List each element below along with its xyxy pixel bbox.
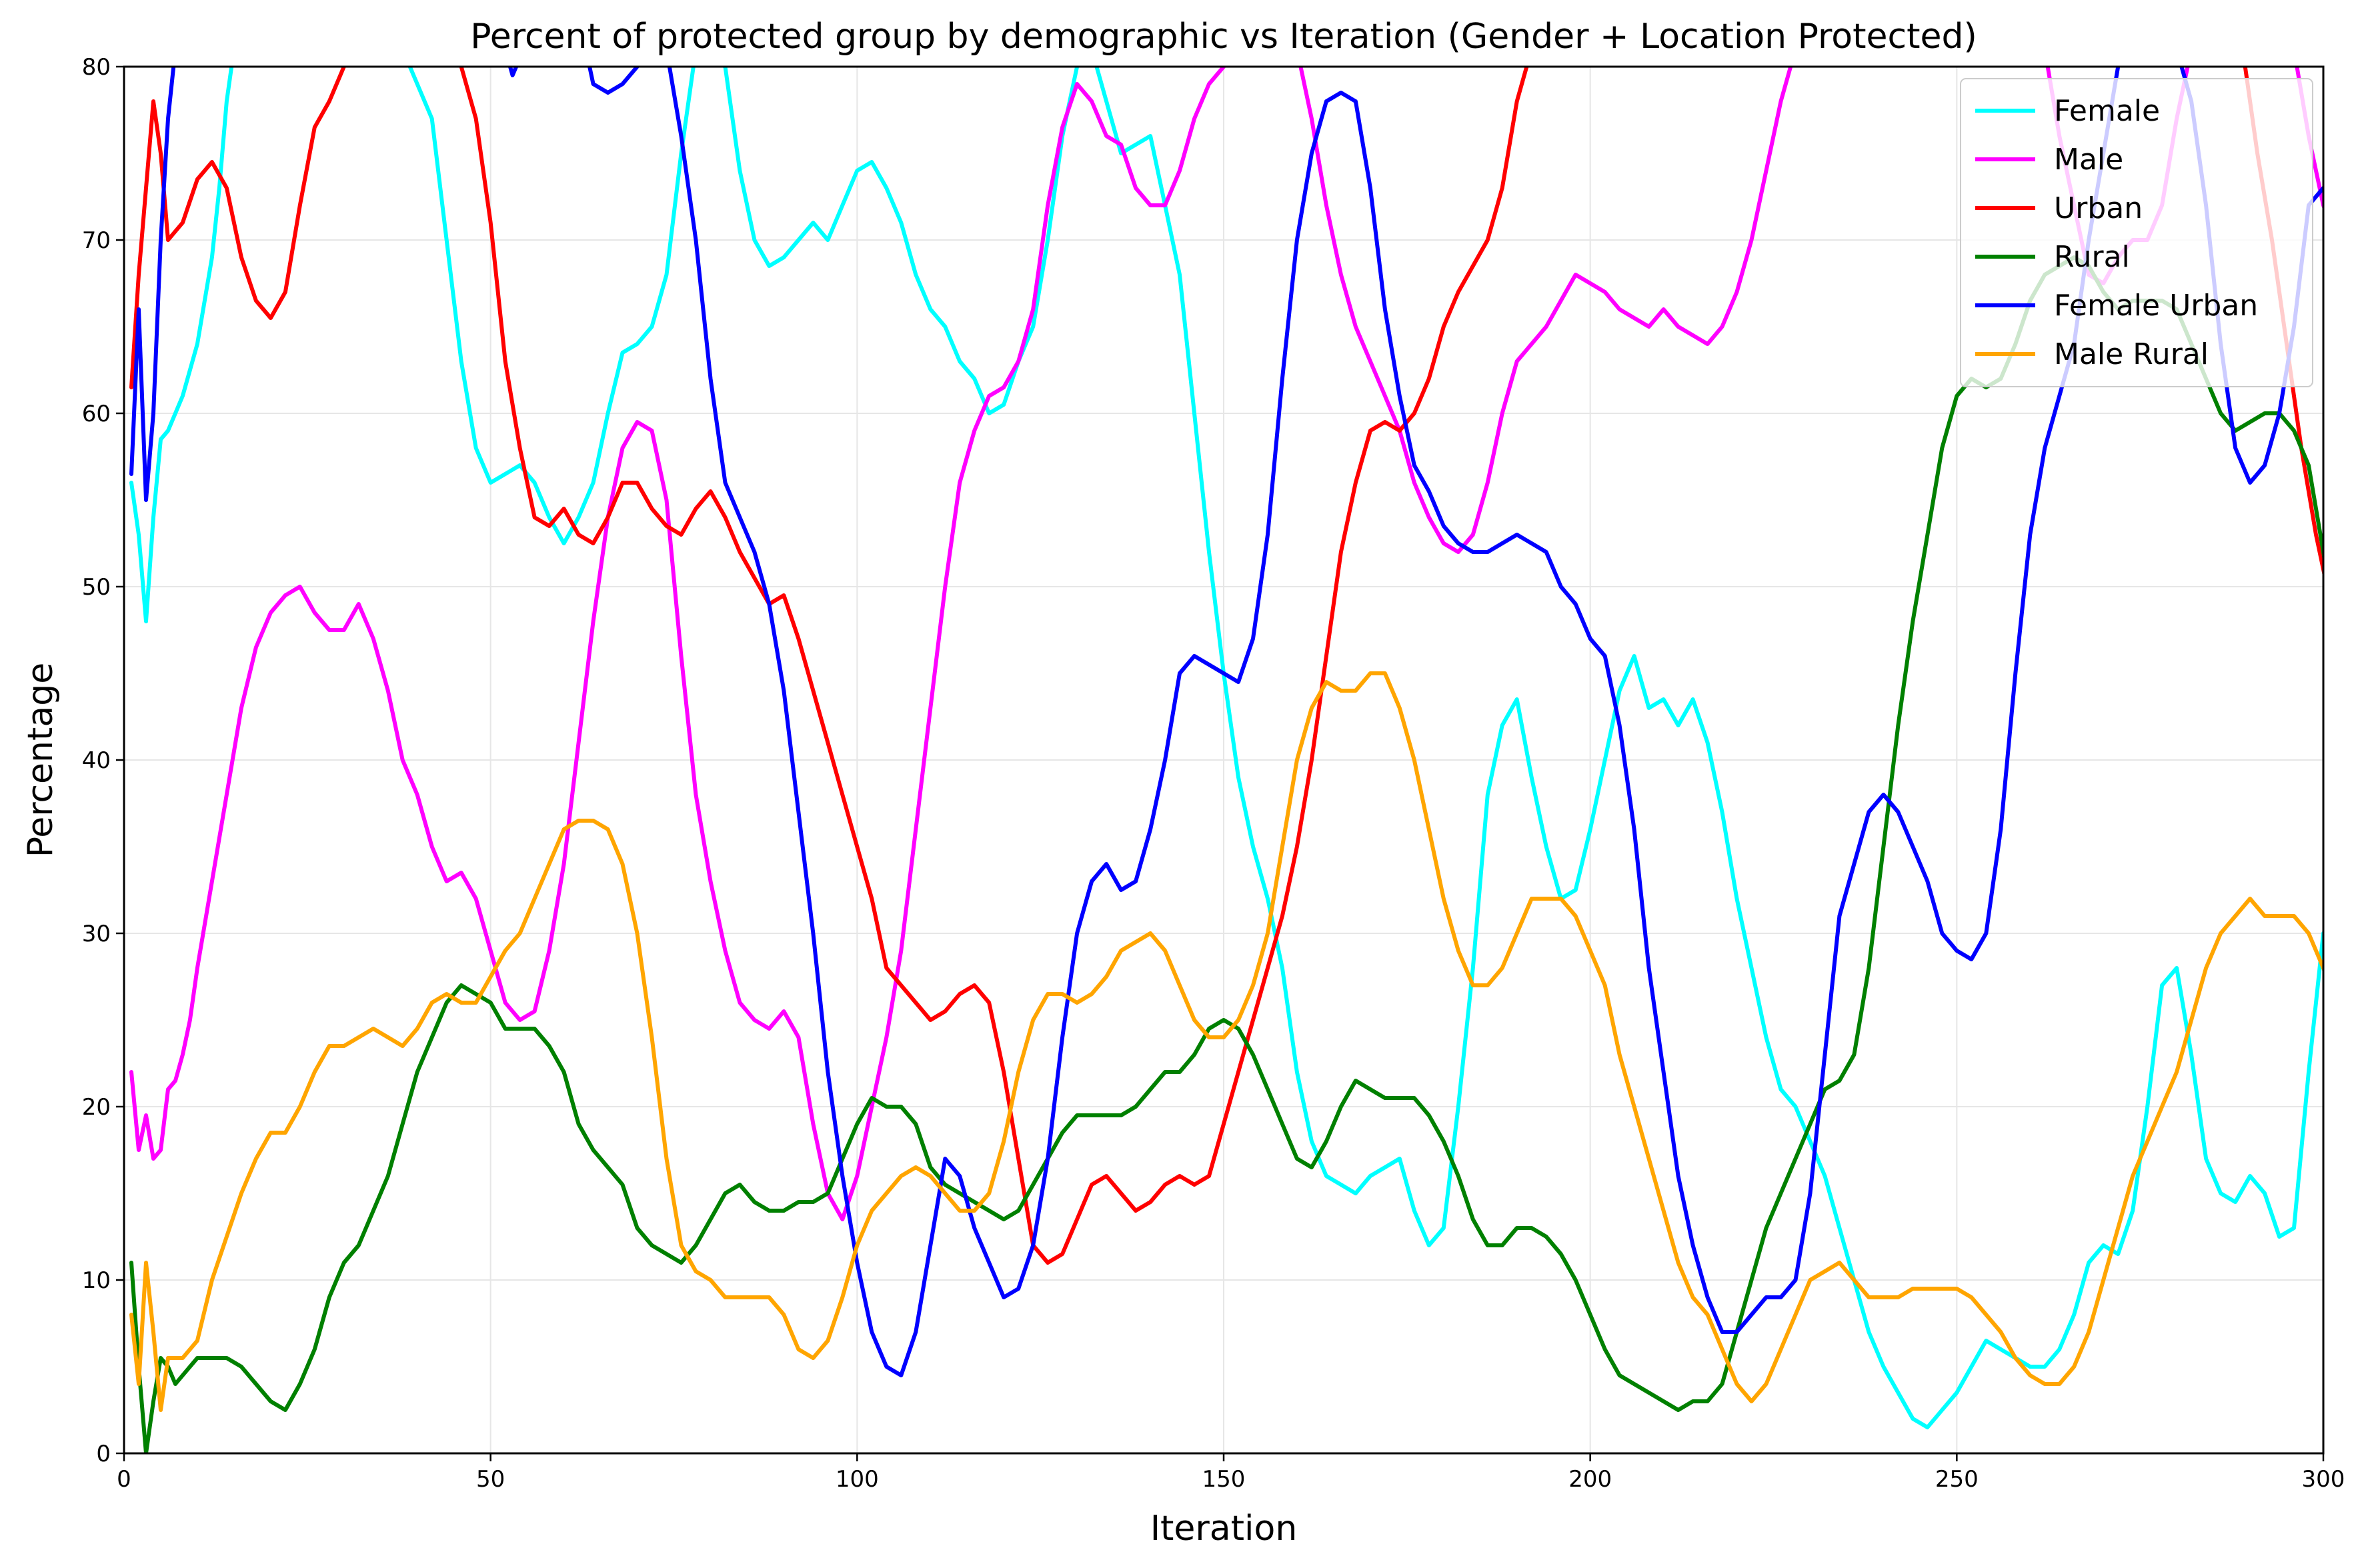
y-tick-label: 50 (82, 574, 111, 601)
x-tick-label: 100 (836, 1466, 879, 1493)
series-line-male-rural (129, 671, 2323, 1412)
legend-label-male-rural: Male Rural (2054, 337, 2209, 371)
y-tick-label: 60 (82, 401, 111, 427)
y-tick-label: 40 (82, 747, 111, 774)
y-tick-label: 20 (82, 1094, 111, 1121)
series-line-female-urban (129, 67, 2323, 1377)
x-tick-label: 0 (117, 1466, 131, 1493)
series-line-female (129, 67, 2323, 1429)
series-lines (129, 67, 2323, 1453)
legend-label-rural: Rural (2054, 240, 2130, 274)
legend-label-female-urban: Female Urban (2054, 289, 2258, 323)
legend-label-male: Male (2054, 143, 2123, 177)
legend: Female Male Urban Rural Female Urban Male Rur… (1960, 78, 2313, 387)
axis-ticks: 0 10 20 30 40 50 60 70 80 0 50 100 150 200 250 300 (82, 54, 2345, 1493)
x-tick-label: 200 (1568, 1466, 1612, 1493)
legend-box (1960, 78, 2313, 387)
x-tick-label: 50 (476, 1466, 505, 1493)
y-tick-label: 30 (82, 921, 111, 947)
chart-title: Percent of protected group by demographi… (470, 17, 1977, 57)
x-tick-label: 250 (1935, 1466, 1979, 1493)
legend-label-urban: Urban (2054, 191, 2143, 225)
x-axis-title: Iteration (1150, 1509, 1298, 1549)
y-tick-label: 80 (82, 54, 111, 81)
legend-label-female: Female (2054, 94, 2160, 128)
y-tick-label: 10 (82, 1267, 111, 1294)
series-line-urban (129, 67, 2323, 1265)
y-tick-label: 0 (96, 1441, 111, 1467)
y-tick-label: 70 (82, 227, 111, 254)
y-axis-title: Percentage (21, 663, 61, 858)
x-tick-label: 300 (2302, 1466, 2345, 1493)
series-line-male (129, 67, 2323, 1221)
x-tick-label: 150 (1202, 1466, 1246, 1493)
